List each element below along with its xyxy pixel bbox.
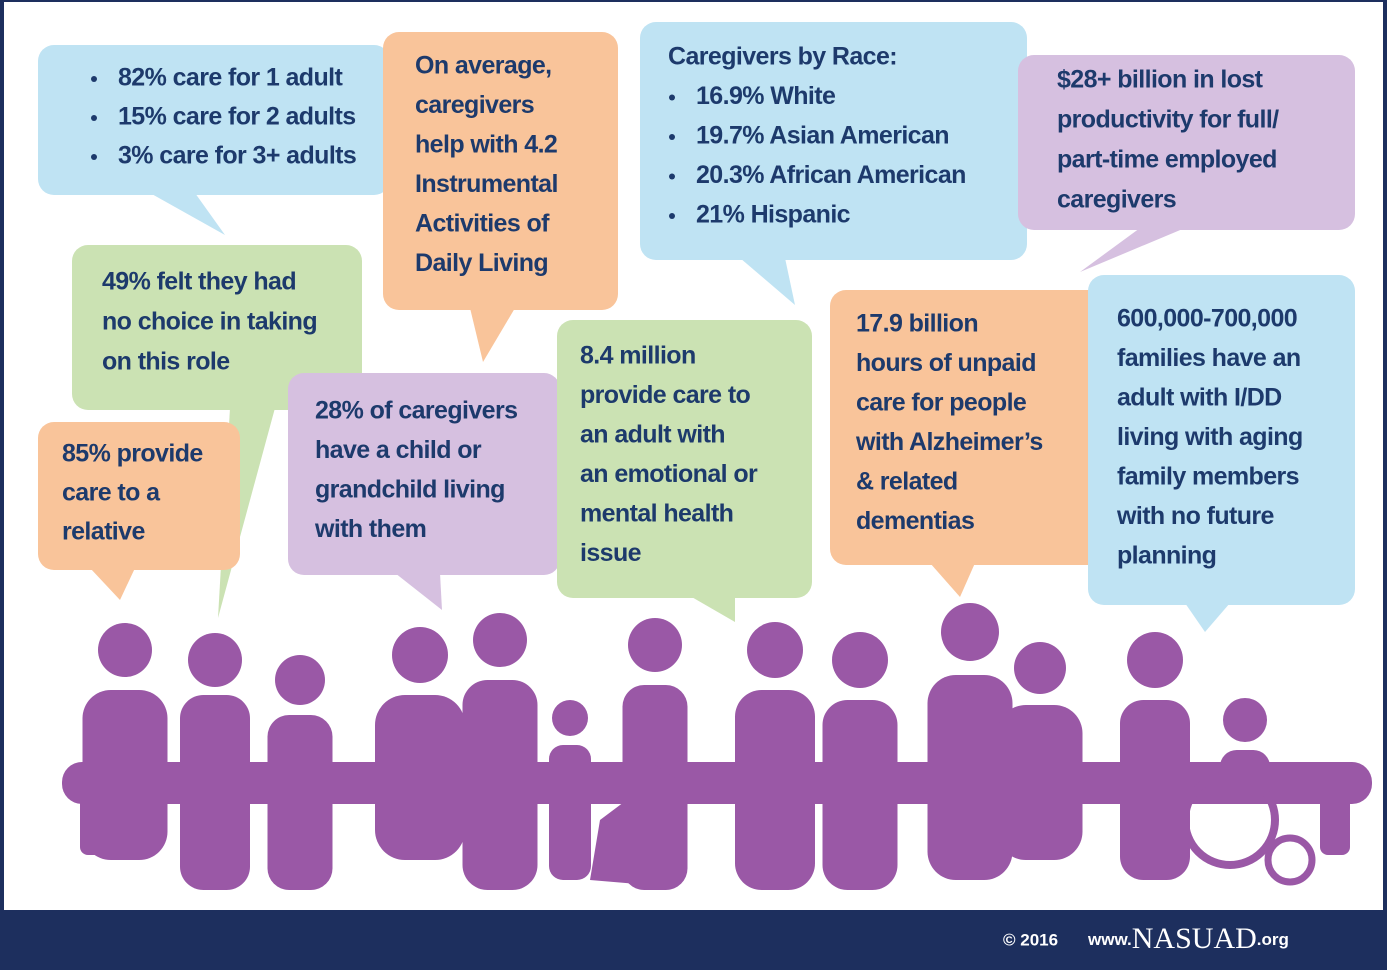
site-prefix: www. [1087, 930, 1132, 949]
bubble-line: relative [62, 518, 145, 546]
bullet [669, 134, 675, 140]
bubble-line: dementias [856, 507, 974, 535]
person-head [552, 700, 588, 736]
bubble-line: Daily Living [415, 249, 548, 277]
bubble-line: an adult with [580, 421, 725, 449]
person-head [832, 632, 888, 688]
bubble-line: adult with I/DD [1117, 384, 1282, 412]
person-head [275, 655, 325, 705]
bubble-line: 28% of caregivers [315, 397, 517, 425]
bullet [91, 154, 97, 160]
person-head [941, 603, 999, 661]
bubble-line: care for people [856, 389, 1027, 417]
bubble-line: 85% provide [62, 440, 203, 468]
bullet [91, 115, 97, 121]
bubble-item: 3% care for 3+ adults [118, 142, 356, 170]
infographic: 82% care for 1 adult 15% care for 2 adult… [0, 0, 1387, 973]
bubble-line: with no future [1116, 502, 1275, 530]
bubble-line: hours of unpaid [856, 349, 1036, 377]
bubble-line: 17.9 billion [856, 310, 978, 338]
bubble-item: 20.3% African American [696, 161, 966, 189]
bubble-line: help with 4.2 [415, 131, 557, 159]
bubble-line: an emotional or [580, 460, 758, 488]
person-head [392, 627, 448, 683]
person-body [735, 690, 815, 890]
bubble-line: living with aging [1117, 423, 1303, 451]
bubble-line: 8.4 million [580, 342, 696, 370]
bench-leg [1320, 795, 1350, 855]
bubble-line: mental health [580, 500, 733, 528]
bubble-item: 15% care for 2 adults [118, 103, 356, 131]
bullet [669, 213, 675, 219]
bubble-item: 82% care for 1 adult [118, 64, 343, 92]
person-body [83, 690, 168, 860]
bubble-line: 49% felt they had [102, 268, 296, 296]
speech-bubble: 28% of caregivers have a child or grandchi… [288, 373, 560, 610]
person-head [1223, 698, 1267, 742]
person-body [998, 705, 1083, 860]
person-head [98, 623, 152, 677]
bubble-line: & related [856, 468, 958, 496]
bubble-line: on this role [102, 348, 230, 376]
bubble-line: with Alzheimer’s [855, 428, 1043, 456]
bullet [669, 174, 675, 180]
bubble-line: have a child or [315, 436, 482, 464]
bubble-line: family members [1117, 463, 1299, 491]
bubble-line: $28+ billion in lost [1057, 66, 1264, 94]
bubble-line: caregivers [1057, 186, 1176, 214]
person-body [549, 745, 591, 880]
bubble-line: families have an [1117, 344, 1301, 372]
bubble-line: part-time employed [1057, 146, 1277, 174]
bubble-line: planning [1117, 542, 1216, 570]
bubble-line: provide care to [580, 381, 751, 409]
person-body [180, 695, 250, 890]
bubble-heading: Caregivers by Race: [668, 43, 897, 71]
person-head [747, 622, 803, 678]
person-body [1220, 750, 1270, 800]
person-head [628, 618, 682, 672]
person-head [473, 613, 527, 667]
speech-bubble: 17.9 billion hours of unpaid care for peop… [830, 290, 1110, 597]
bubble-line: caregivers [415, 91, 534, 119]
bullet [669, 95, 675, 101]
bubble-item: 21% Hispanic [696, 201, 851, 229]
copyright: © 2016 [1003, 930, 1058, 949]
bubble-line: productivity for full/ [1057, 106, 1279, 134]
speech-bubble: 600,000-700,000 families have an adult wit… [1088, 275, 1355, 632]
person-body [1120, 700, 1190, 880]
person-head [1014, 642, 1066, 694]
person-head [188, 633, 242, 687]
bullet [91, 76, 97, 82]
site-suffix: .org [1257, 930, 1289, 949]
bubble-line: On average, [415, 52, 552, 80]
site-name: NASUAD [1132, 922, 1257, 955]
person-body [268, 715, 333, 890]
bubble-line: Activities of [415, 210, 550, 238]
bubbles: 82% care for 1 adult 15% care for 2 adult… [38, 22, 1355, 632]
bubble-line: care to a [62, 479, 161, 507]
bubble-line: no choice in taking [102, 308, 317, 336]
bubble-line: Instrumental [415, 170, 558, 198]
speech-bubble: 8.4 million provide care to an adult with a… [557, 320, 812, 622]
bubble-item: 16.9% White [696, 82, 836, 110]
bubble-line: issue [580, 539, 642, 567]
bubble-item: 19.7% Asian American [696, 122, 949, 150]
person-body [823, 700, 898, 890]
person-body [463, 680, 538, 890]
bubble-line: 600,000-700,000 [1117, 305, 1297, 333]
person-head [1127, 632, 1183, 688]
person-body [375, 695, 465, 860]
bubble-line: with them [314, 515, 426, 543]
bubble-line: grandchild living [315, 476, 505, 504]
